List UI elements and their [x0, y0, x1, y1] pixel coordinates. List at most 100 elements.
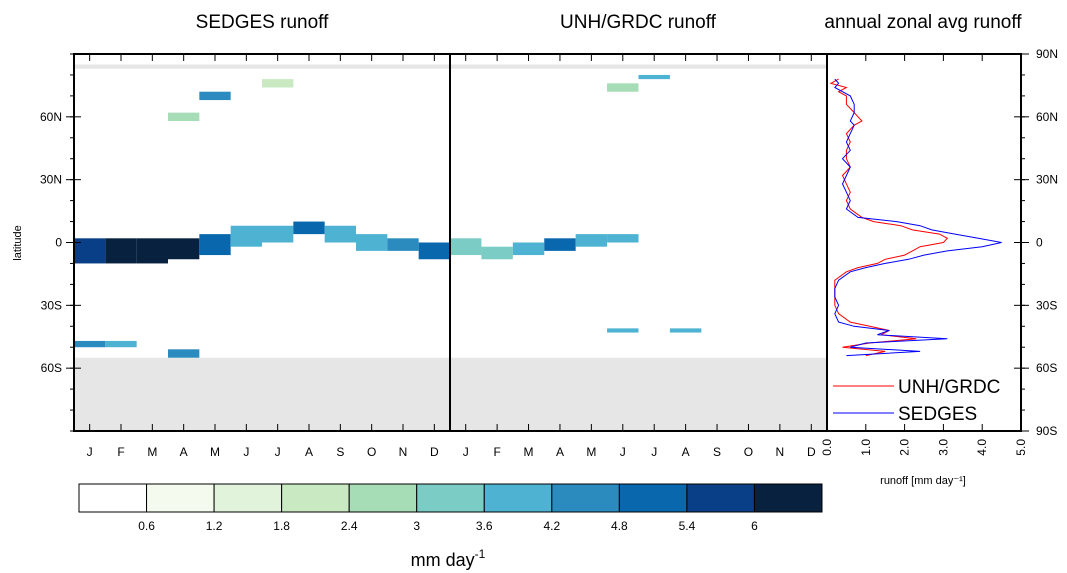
colorbar-label: 1.8	[273, 519, 290, 533]
lat-label-left: 30S	[41, 298, 62, 312]
heat-cell	[669, 328, 702, 333]
colorbar-label: 4.8	[611, 519, 628, 533]
colorbar-box	[753, 483, 823, 513]
heat-cell	[324, 225, 356, 243]
runoff-tick-label: 4.0	[975, 439, 989, 456]
lat-label-right: 60N	[1036, 110, 1058, 124]
colorbar-unit-base: mm day	[411, 550, 475, 570]
axes: J F M A M J J A S O N D J F M A M J J A S O N D 60N 30N 0 30S 60S 90N…	[40, 47, 1058, 459]
month-label: A	[556, 445, 564, 459]
heatmap-unh	[450, 64, 827, 431]
lat-label-left: 60N	[40, 110, 62, 124]
heat-cell	[262, 79, 294, 88]
heat-cell	[293, 221, 325, 235]
colorbar-box	[281, 483, 350, 513]
month-label: F	[493, 445, 500, 459]
heat-cell	[136, 238, 168, 264]
month-label: O	[367, 445, 376, 459]
heat-cell	[638, 74, 670, 80]
month-label: J	[243, 445, 249, 459]
month-label: D	[430, 445, 439, 459]
heat-cell	[74, 340, 106, 348]
legend-label-unh: UNH/GRDC	[898, 377, 1000, 398]
legend-label-sedges: SEDGES	[898, 404, 977, 425]
lat-label-right: 90N	[1036, 47, 1058, 61]
y-axis-label: latitude	[12, 225, 24, 260]
month-label: A	[305, 445, 313, 459]
colorbar-box	[618, 483, 688, 513]
colorbar: 0.6 1.2 1.8 2.4 3 3.6 4.2 4.8 5.4 6	[78, 483, 823, 533]
month-label: M	[524, 445, 534, 459]
heat-cell	[168, 349, 200, 358]
lat-label-right: 0	[1036, 236, 1043, 250]
month-label: O	[744, 445, 753, 459]
colorbar-label: 4.2	[543, 519, 560, 533]
lat-label-left: 0	[55, 236, 62, 250]
zonal-lines	[829, 78, 1002, 357]
month-label: J	[463, 445, 469, 459]
heat-cell	[199, 234, 231, 256]
colorbar-box	[416, 483, 485, 513]
heat-cell	[356, 234, 388, 251]
month-label: M	[210, 445, 220, 459]
month-label: M	[586, 445, 596, 459]
heat-cell	[105, 238, 137, 264]
colorbar-box	[551, 483, 620, 513]
heat-cell	[481, 246, 513, 260]
heat-cell	[607, 234, 639, 243]
colorbar-label: 5.4	[679, 519, 696, 533]
masked-region-south	[450, 357, 827, 431]
month-label: N	[399, 445, 408, 459]
zonal-x-label: runoff [mm day⁻¹]	[880, 475, 966, 487]
month-label: S	[713, 445, 721, 459]
heatmap-sedges	[74, 64, 450, 431]
colorbar-box	[213, 483, 283, 513]
series-line-unhgrdc	[829, 78, 949, 357]
panel-title-unh: UNH/GRDC runoff	[560, 12, 717, 33]
month-label: F	[117, 445, 124, 459]
colorbar-box	[686, 483, 755, 513]
series-line-sedges	[834, 78, 1002, 357]
panel-frame	[826, 53, 1022, 432]
colorbar-label: 0.6	[138, 519, 155, 533]
colorbar-label: 2.4	[341, 519, 358, 533]
runoff-tick-label: 0.0	[820, 439, 834, 456]
colorbar-box	[483, 483, 553, 513]
colorbar-box	[348, 483, 418, 513]
heat-cell	[544, 238, 576, 251]
colorbar-box	[78, 483, 148, 513]
month-label: D	[807, 445, 816, 459]
heat-cell	[105, 340, 137, 348]
month-label: J	[620, 445, 626, 459]
lat-label-right: 90S	[1036, 424, 1057, 438]
colorbar-box	[146, 483, 215, 513]
month-label: J	[275, 445, 281, 459]
masked-region-north	[74, 64, 450, 69]
lat-label-right: 30N	[1036, 173, 1058, 187]
masked-region-north	[450, 64, 827, 69]
month-label: M	[147, 445, 157, 459]
month-label: S	[336, 445, 344, 459]
runoff-tick-label: 2.0	[898, 439, 912, 456]
colorbar-unit: mm day-1	[411, 547, 486, 570]
heat-cell	[168, 112, 200, 122]
heat-cell	[262, 225, 294, 243]
month-label: J	[87, 445, 93, 459]
heat-cell	[199, 91, 231, 101]
colorbar-unit-sup: -1	[475, 547, 486, 561]
colorbar-label: 3	[413, 519, 420, 533]
line-legend: UNH/GRDC SEDGES	[833, 377, 1000, 425]
lat-label-right: 30S	[1036, 298, 1057, 312]
heat-cell	[575, 234, 608, 247]
heat-cell	[387, 238, 419, 251]
panel-title-zonal: annual zonal avg runoff	[824, 12, 1022, 33]
heat-cell	[512, 242, 545, 256]
lat-label-left: 30N	[40, 173, 62, 187]
lat-label-left: 60S	[41, 361, 62, 375]
heat-cell	[450, 238, 482, 256]
panel-title-sedges: SEDGES runoff	[196, 12, 329, 33]
heat-cell	[607, 83, 639, 92]
heat-cell	[230, 225, 262, 247]
runoff-tick-label: 3.0	[936, 439, 950, 456]
